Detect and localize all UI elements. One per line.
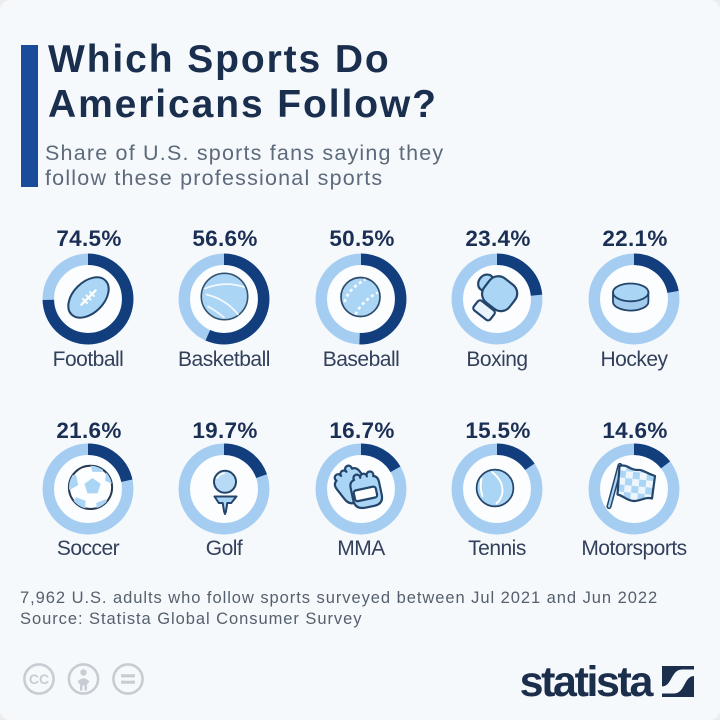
svg-text:CC: CC [29, 671, 49, 687]
